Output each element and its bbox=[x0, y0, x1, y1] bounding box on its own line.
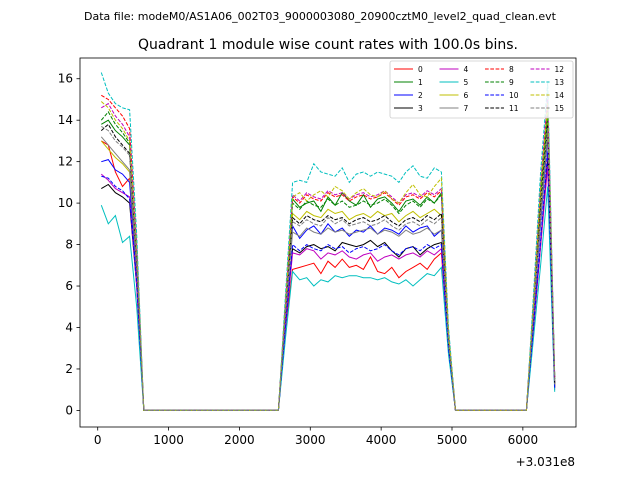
y-tick-label: 10 bbox=[58, 196, 73, 210]
series-line-11 bbox=[100, 123, 556, 411]
plot-area: 0 1000 2000 3000 4000 5000 6000024681012141601… bbox=[58, 57, 577, 447]
x-tick-label: 1000 bbox=[153, 433, 184, 447]
series-line-15 bbox=[101, 125, 556, 411]
legend-label-7: 7 bbox=[464, 104, 469, 113]
series-line-5 bbox=[100, 186, 556, 411]
x-tick-label: 6000 bbox=[508, 433, 539, 447]
y-tick-label: 12 bbox=[58, 155, 73, 169]
legend-label-1: 1 bbox=[418, 78, 423, 87]
legend-label-4: 4 bbox=[464, 65, 469, 74]
legend-label-11: 11 bbox=[509, 104, 519, 113]
chart-title: Quadrant 1 module wise count rates with … bbox=[138, 37, 518, 53]
series-line-14 bbox=[100, 101, 556, 411]
legend-label-8: 8 bbox=[509, 65, 514, 74]
axes-frame bbox=[79, 57, 577, 428]
x-tick-label: 2000 bbox=[224, 433, 255, 447]
y-tick-label: 16 bbox=[58, 72, 73, 86]
y-tick-label: 14 bbox=[58, 113, 73, 127]
x-offset-label: +3.031e8 bbox=[516, 455, 575, 469]
legend-label-0: 0 bbox=[418, 65, 423, 74]
legend-label-6: 6 bbox=[464, 91, 469, 100]
y-tick-label: 8 bbox=[65, 238, 73, 252]
x-tick-label: 4000 bbox=[366, 433, 397, 447]
legend-label-10: 10 bbox=[509, 91, 519, 100]
series-line-13 bbox=[100, 72, 556, 411]
data-file-label: Data file: modeM0/AS1A06_002T03_90000030… bbox=[84, 10, 557, 23]
series-line-9 bbox=[100, 111, 556, 411]
x-tick-label: 3000 bbox=[295, 433, 326, 447]
legend-label-12: 12 bbox=[555, 65, 565, 74]
series-line-2 bbox=[101, 136, 556, 411]
series-line-6 bbox=[100, 128, 556, 411]
x-tick-label: 5000 bbox=[437, 433, 468, 447]
series-line-7 bbox=[100, 132, 556, 411]
y-tick-label: 0 bbox=[65, 403, 73, 417]
legend-label-9: 9 bbox=[509, 78, 514, 87]
legend-label-5: 5 bbox=[464, 78, 469, 87]
y-tick-label: 6 bbox=[65, 279, 73, 293]
legend-label-2: 2 bbox=[418, 91, 423, 100]
y-tick-label: 2 bbox=[65, 362, 73, 376]
series-line-10 bbox=[101, 151, 556, 411]
legend-label-3: 3 bbox=[418, 104, 423, 113]
series-line-4 bbox=[100, 165, 556, 411]
series-line-1 bbox=[101, 109, 556, 411]
legend-box bbox=[389, 60, 574, 119]
legend-label-15: 15 bbox=[555, 104, 565, 113]
legend-label-14: 14 bbox=[555, 91, 565, 100]
y-tick-label: 4 bbox=[65, 320, 73, 334]
legend-label-13: 13 bbox=[555, 78, 565, 87]
x-tick-label: 0 bbox=[94, 433, 102, 447]
series-line-0 bbox=[101, 140, 556, 411]
series-line-12 bbox=[101, 93, 556, 411]
